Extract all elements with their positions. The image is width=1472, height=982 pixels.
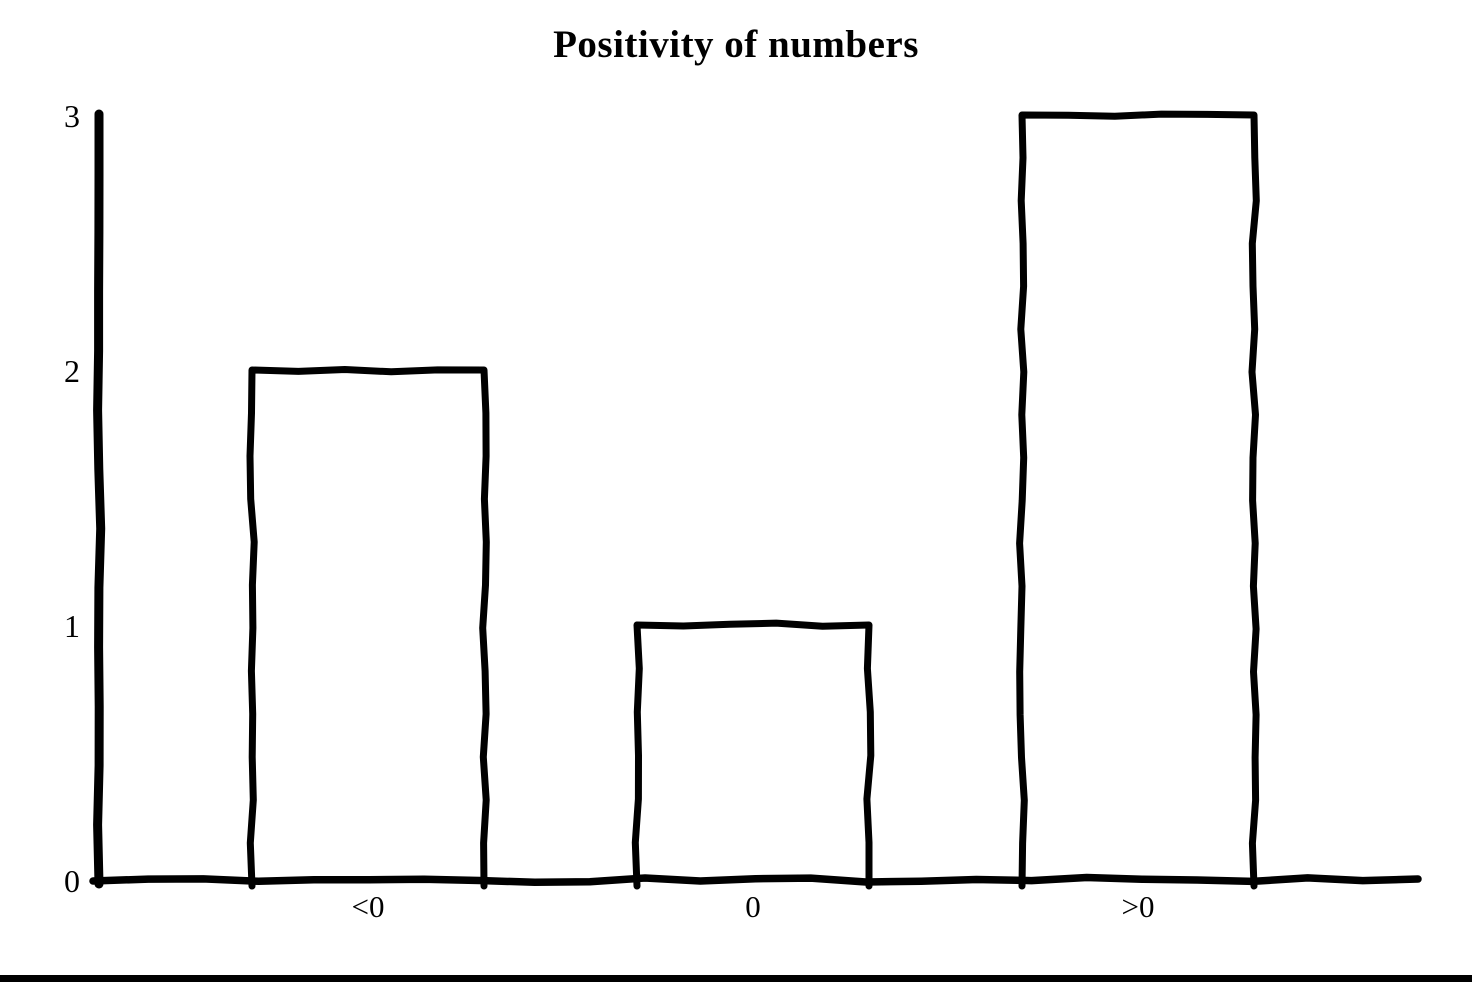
bar — [631, 619, 875, 890]
y-tick-label: 1 — [64, 608, 80, 644]
bottom-divider — [0, 975, 1472, 982]
y-tick-label: 3 — [64, 98, 80, 134]
x-category-label: <0 — [352, 889, 385, 924]
bar — [246, 366, 490, 890]
y-tick-label: 0 — [64, 863, 80, 899]
y-tick-label: 2 — [64, 353, 80, 389]
x-category-label: >0 — [1122, 889, 1155, 924]
chart-title: Positivity of numbers — [553, 23, 919, 66]
bar — [1016, 110, 1260, 890]
x-category-label: 0 — [745, 889, 761, 924]
y-axis — [93, 109, 106, 889]
x-axis — [89, 873, 1422, 887]
